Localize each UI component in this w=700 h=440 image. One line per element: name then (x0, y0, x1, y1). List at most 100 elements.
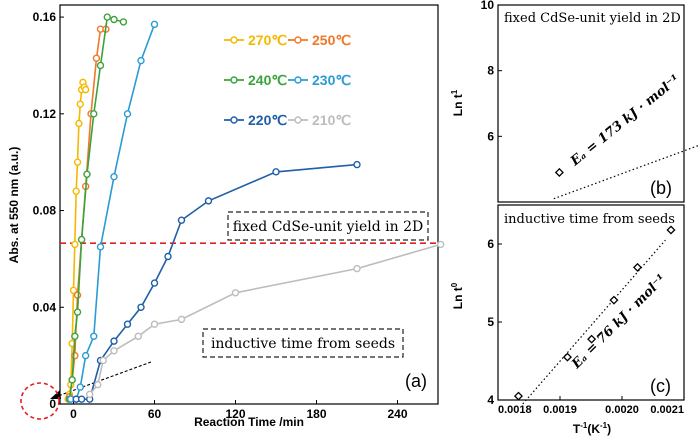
legend-label: 230℃ (312, 72, 351, 88)
panel-a-y-axis-label: Abs. at 550 nm (a.u.) (7, 147, 21, 264)
panel-a-label: (a) (405, 371, 427, 391)
data-point-diamond (554, 167, 564, 177)
data-point (164, 252, 172, 261)
y-tick-label: 5 (487, 315, 494, 329)
data-point-diamond (666, 225, 676, 235)
data-point (204, 197, 213, 205)
data-point-diamond (587, 334, 597, 344)
data-point (99, 356, 107, 365)
data-point (77, 235, 86, 244)
panel-c-y-axis-label: Ln t0 (450, 282, 465, 309)
legend-label: 220℃ (248, 112, 287, 128)
x-tick-label: 120 (225, 407, 245, 421)
origin-highlight-circle (20, 382, 60, 420)
data-point (272, 168, 280, 176)
x-tick-label: 0.0019 (543, 404, 577, 416)
data-point (76, 100, 84, 108)
y-tick-label: 0 (49, 397, 56, 411)
data-point (81, 85, 90, 94)
panel-a: 0 0.04 0.08 0.12 0.16 0 60 120 180 240 Abs. at 5… (7, 4, 445, 429)
series-line (70, 24, 156, 401)
panel-c-fit-line (522, 239, 666, 405)
annotation-fixed-yield-text: fixed CdSe-unit yield in 2D (233, 219, 423, 235)
data-point (96, 61, 105, 70)
data-point (110, 337, 118, 345)
panel-a-frame (59, 4, 439, 405)
data-point (137, 56, 145, 65)
x-tick-label: 180 (306, 407, 326, 421)
panel-c-x-axis-label: T-1(K-1) (573, 421, 611, 436)
annotation-inductive-time-text: inductive time from seeds (211, 336, 395, 352)
data-point-diamond (513, 391, 523, 401)
data-point (76, 383, 84, 391)
y-tick-label: 6 (487, 129, 494, 143)
panel-c-y-ticks: 4 5 6 (487, 237, 502, 407)
data-point (72, 187, 80, 195)
data-point (150, 320, 159, 328)
y-tick-label: 6 (487, 237, 494, 251)
panel-c-label: (c) (650, 376, 671, 396)
legend-label: 250℃ (312, 32, 351, 48)
data-point (110, 347, 118, 355)
panel-b-y-ticks: 6 8 10 (481, 0, 502, 143)
data-point (73, 308, 82, 316)
data-point (123, 320, 132, 328)
panel-b-label: (b) (650, 178, 672, 198)
data-point-diamond (562, 352, 572, 362)
data-point (71, 332, 79, 340)
data-point (92, 54, 101, 62)
panel-c: 4 5 6 0.0018 0.0019 0.0020 0.0021 Ln t0 T-1(K… (450, 204, 685, 436)
y-tick-label: 0.16 (33, 10, 57, 24)
series-line (89, 243, 441, 395)
legend-swatch-marker (230, 116, 238, 124)
panel-b-equation: Eₐ = 173 kJ · mol⁻¹ (567, 72, 683, 170)
x-tick-label: 0.0018 (498, 404, 532, 416)
data-point (69, 286, 78, 295)
data-point (177, 216, 186, 224)
data-point (90, 110, 98, 118)
data-point (353, 264, 361, 273)
data-point (96, 243, 105, 251)
legend-label: 240℃ (248, 72, 287, 88)
annotation-box-fixed-yield (227, 211, 429, 241)
data-point (85, 390, 94, 399)
y-tick-label: 10 (481, 0, 495, 12)
x-tick-label: 240 (387, 407, 407, 421)
data-point (231, 289, 240, 297)
data-point (150, 20, 159, 29)
data-point (150, 279, 159, 287)
data-point (94, 380, 102, 389)
data-point (73, 158, 82, 166)
annotation-box-inductive-time (202, 328, 404, 358)
series-line (76, 163, 358, 401)
data-point (119, 18, 128, 26)
data-point (90, 332, 98, 340)
annotation-arrow-line (57, 361, 152, 397)
y-tick-label: 0.04 (33, 300, 57, 314)
panel-c-points (513, 225, 676, 401)
data-point (71, 240, 79, 249)
panel-b-points (554, 167, 564, 177)
y-tick-label: 4 (487, 393, 494, 407)
data-point (110, 172, 118, 181)
data-point (77, 395, 86, 403)
panel-c-title: inductive time from seeds (504, 212, 675, 227)
x-tick-label: 0.0020 (605, 404, 639, 416)
data-point (123, 110, 132, 118)
data-point-diamond (632, 262, 643, 272)
panel-a-series (64, 13, 445, 403)
panel-c-frame (497, 204, 685, 401)
panel-a-x-ticks: 0 60 120 180 240 (70, 400, 408, 421)
panel-b-title: fixed CdSe-unit yield in 2D (504, 11, 681, 26)
legend-swatch-marker (230, 76, 238, 84)
y-tick-label: 8 (487, 64, 494, 78)
legend: 270℃ 250℃ 240℃ 230℃ 220℃ 210℃ (224, 32, 351, 128)
legend-label: 210℃ (312, 112, 351, 128)
x-tick-label: 0 (70, 407, 77, 421)
panel-b-frame (497, 4, 685, 203)
x-tick-label: 60 (148, 407, 162, 421)
legend-swatch-marker (294, 76, 302, 84)
panel-b: 6 8 10 Ln t1 fixed CdSe-unit yield in 2D E… (450, 0, 700, 203)
panel-c-x-ticks: 0.0018 0.0019 0.0020 0.0021 (497, 396, 685, 416)
